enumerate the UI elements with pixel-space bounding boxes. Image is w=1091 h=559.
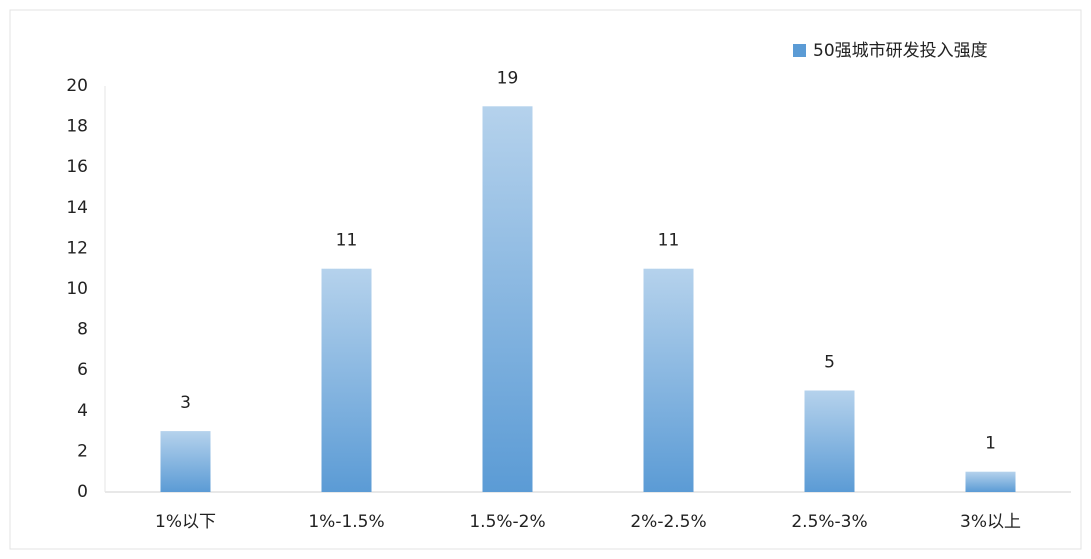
- bar: [321, 268, 372, 492]
- data-label: 3: [180, 393, 191, 413]
- x-tick-label: 2%-2.5%: [630, 512, 706, 532]
- x-tick-label: 2.5%-3%: [791, 512, 867, 532]
- y-tick-label: 20: [66, 76, 88, 96]
- data-label: 11: [336, 231, 358, 251]
- y-tick-label: 12: [66, 238, 88, 258]
- y-tick-label: 2: [77, 441, 88, 461]
- bar: [804, 390, 855, 492]
- x-tick-label: 3%以上: [960, 512, 1021, 532]
- y-tick-label: 8: [77, 320, 88, 340]
- bar: [160, 431, 211, 492]
- data-label: 5: [824, 353, 835, 373]
- data-label: 19: [497, 68, 519, 88]
- bar: [482, 106, 533, 493]
- x-tick-label: 1.5%-2%: [469, 512, 545, 532]
- x-tick-label: 1%-1.5%: [308, 512, 384, 532]
- data-label: 1: [985, 434, 996, 454]
- legend-swatch: [793, 44, 806, 57]
- x-tick-label: 1%以下: [155, 512, 216, 532]
- legend-label: 50强城市研发投入强度: [813, 41, 988, 61]
- y-tick-label: 14: [66, 198, 88, 218]
- bar: [643, 268, 694, 492]
- y-tick-label: 0: [77, 482, 88, 502]
- y-tick-label: 6: [77, 360, 88, 380]
- y-tick-label: 10: [66, 279, 88, 299]
- y-tick-label: 4: [77, 401, 88, 421]
- bar: [965, 471, 1016, 492]
- y-tick-label: 16: [66, 157, 88, 177]
- data-label: 11: [658, 231, 680, 251]
- y-tick-label: 18: [66, 117, 88, 137]
